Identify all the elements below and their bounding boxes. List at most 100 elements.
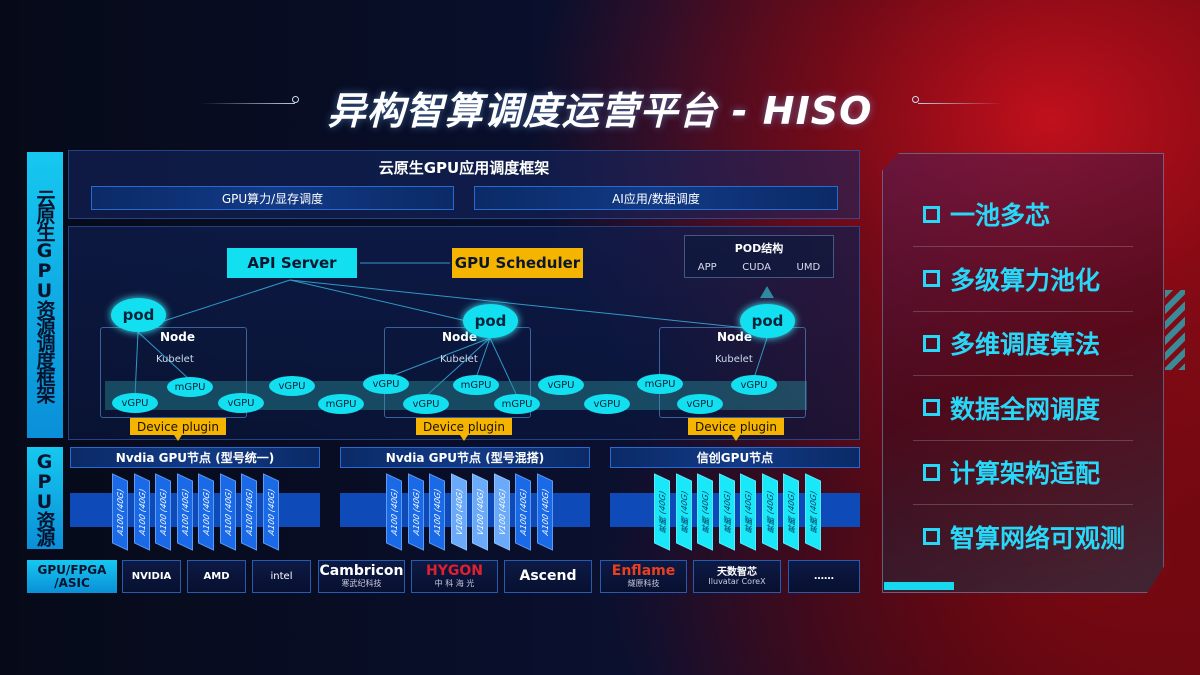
gpu-card: A100 (40G) (407, 473, 424, 551)
gpu-card: 昇腾 (40G) (697, 473, 713, 551)
gpu-card-label: A100 (40G) (201, 486, 211, 538)
gpu-card-label: 昇腾 (40G) (700, 489, 710, 535)
gpu-card: 昇腾 (40G) (718, 473, 735, 551)
device-plugin: Device plugin (416, 418, 512, 435)
side-label-resources: GPU资源 (27, 447, 63, 549)
vendor-subtitle: 寒武纪科技 (341, 578, 382, 588)
gpu-node-title: 信创GPU节点 (610, 447, 860, 468)
panel-accent-decoration (884, 582, 954, 590)
checkbox-icon (923, 399, 940, 416)
feature-divider (913, 375, 1133, 376)
feature-label: 计算架构适配 (950, 459, 1101, 488)
gpu-card-label: V100 (40G) (497, 486, 506, 538)
gpu-card-label: A100 (40G) (223, 486, 232, 538)
pod-structure-item: APP (697, 262, 717, 273)
node-label: Node (160, 330, 196, 344)
pod: pod (463, 304, 518, 338)
feature-label: 智算网络可观测 (950, 523, 1126, 553)
gpu-card: A100 (40G) (262, 473, 279, 551)
pod: pod (740, 304, 795, 338)
gpu-card-label: A100 (40G) (244, 486, 254, 538)
pod-structure-item: CUDA (742, 262, 771, 273)
gpu-card: V100 (40G) (450, 473, 467, 551)
panel-stripe-decoration (1165, 290, 1185, 370)
gpu-card-label: 昇腾 (40G) (679, 489, 688, 535)
gpu-card: A100 (40G) (219, 473, 236, 551)
vendor-logo-: …… (788, 560, 860, 593)
gpu-unit: vGPU (269, 376, 315, 396)
gpu-node-title: Nvdia GPU节点 (型号统一) (70, 447, 320, 468)
gpu-card: A100 (40G) (241, 473, 257, 551)
gpu-node-title: Nvdia GPU节点 (型号混搭) (340, 447, 590, 468)
checkbox-icon (923, 463, 940, 481)
feature-item: 一池多芯 (923, 196, 1050, 232)
node-label: Node (442, 330, 478, 344)
feature-item: 多级算力池化 (923, 261, 1100, 297)
gpu-node-band (70, 493, 320, 527)
gpu-unit: vGPU (731, 375, 777, 395)
gpu-card: 昇腾 (40G) (740, 473, 756, 551)
gpu-card: A100 (40G) (429, 473, 445, 551)
gpu-unit: vGPU (218, 393, 264, 413)
down-arrow-icon (460, 435, 468, 441)
gpu-card-label: A100 (40G) (432, 486, 442, 538)
vendor-name: NVIDIA (131, 571, 172, 582)
down-arrow-icon (174, 435, 182, 441)
gpu-card-label: 昇腾 (40G) (765, 489, 774, 535)
gpu-unit: vGPU (677, 394, 723, 414)
device-plugin: Device plugin (688, 418, 784, 435)
side-label-framework: 云原生GPU资源调度框架 (27, 152, 63, 438)
gpu-card: 昇腾 (40G) (654, 473, 670, 551)
pod-structure-item: UMD (796, 262, 821, 273)
gpu-card: A100 (40G) (112, 473, 128, 551)
feature-item: 计算架构适配 (923, 454, 1100, 490)
feature-item: 数据全网调度 (923, 390, 1100, 426)
vendor-logo-: 天数智芯 Iluvatar CoreX (693, 560, 781, 593)
vendor-logo-nvidia: NVIDIA (122, 560, 181, 593)
vendor-name: HYGON (426, 563, 483, 580)
gpu-card: A100 (40G) (536, 473, 553, 551)
gpu-compute-scheduling: GPU算力/显存调度 (91, 186, 454, 210)
ai-data-scheduling: AI应用/数据调度 (474, 186, 838, 210)
feature-label: 多维调度算法 (950, 330, 1101, 359)
vendor-name: …… (814, 571, 834, 582)
gpu-card-label: 昇腾 (40G) (808, 489, 817, 535)
feature-divider (913, 439, 1133, 441)
gpu-card-label: A100 (40G) (115, 486, 125, 538)
gpu-card: 昇腾 (40G) (804, 473, 821, 551)
gpu-card-label: A100 (40G) (518, 486, 528, 538)
kubelet-label: Kubelet (440, 354, 478, 365)
gpu-unit: mGPU (453, 375, 499, 395)
gpu-card-label: 昇腾 (40G) (657, 489, 667, 535)
gpu-card-label: A100 (40G) (540, 486, 549, 538)
vendor-name: Cambricon (319, 563, 404, 580)
feature-item: 多维调度算法 (923, 325, 1100, 361)
gpu-unit: vGPU (112, 393, 158, 413)
checkbox-icon (923, 334, 940, 352)
gpu-card: A100 (40G) (386, 473, 402, 551)
gpu-unit: mGPU (494, 394, 540, 414)
gpu-card: A100 (40G) (133, 473, 150, 551)
gpu-unit: vGPU (584, 394, 630, 414)
pod-structure-title: POD结构 (734, 242, 784, 255)
title-decoration-dot (292, 96, 299, 103)
gpu-card: A100 (40G) (515, 473, 531, 551)
pod: pod (111, 298, 166, 332)
gpu-card-label: 昇腾 (40G) (743, 489, 753, 535)
checkbox-icon (923, 270, 940, 287)
feature-label: 数据全网调度 (950, 394, 1101, 424)
node-box (100, 327, 247, 418)
gpu-card: 昇腾 (40G) (761, 473, 778, 551)
gpu-card-label: 昇腾 (40G) (786, 489, 796, 535)
gpu-unit: vGPU (538, 375, 584, 395)
gpu-card: V100 (40G) (493, 473, 510, 551)
vendor-logo-intel: intel (252, 560, 311, 593)
vendor-logo-hygon: HYGON 中 科 海 光 (411, 560, 498, 593)
feature-label: 多级算力池化 (950, 265, 1101, 295)
vendor-subtitle: 中 科 海 光 (434, 578, 475, 588)
device-plugin: Device plugin (130, 418, 226, 435)
kubelet-label: Kubelet (156, 354, 194, 365)
gpu-card: 昇腾 (40G) (675, 473, 692, 551)
vendor-subtitle: 燧原科技 (627, 578, 660, 588)
feature-divider (913, 504, 1133, 505)
